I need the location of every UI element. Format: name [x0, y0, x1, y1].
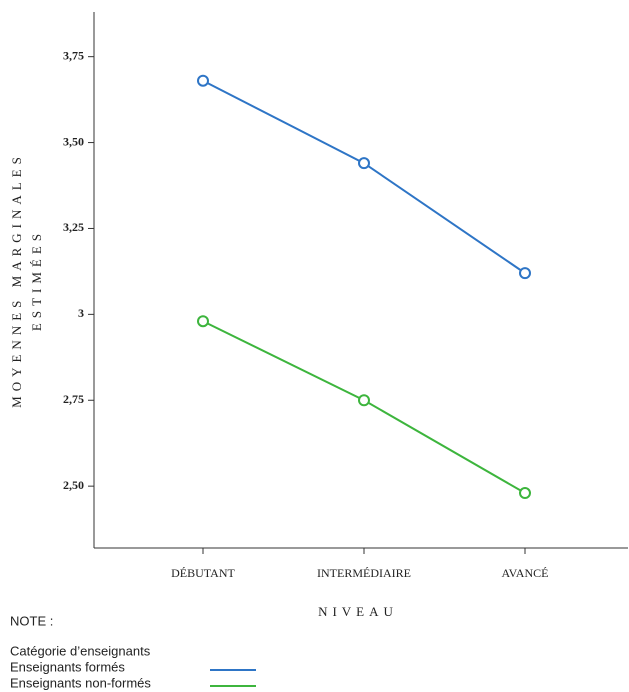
marker [519, 487, 531, 500]
marker [197, 315, 209, 328]
legend-title: Catégorie d’enseignants [10, 643, 151, 658]
note: NOTE : [10, 613, 53, 628]
x-tick-label: AVANCÉ [502, 566, 549, 580]
y-axis-label: MOYENNES MARGINALES [9, 152, 24, 408]
y-tick-label: 3,75 [63, 48, 84, 62]
marker [197, 74, 209, 87]
marker [358, 394, 370, 407]
legend-label: Enseignants non-formés [10, 675, 151, 690]
legend-label: Enseignants formés [10, 659, 125, 674]
marker [519, 267, 531, 280]
y-tick-label: 2,50 [63, 478, 84, 492]
y-tick-label: 3,25 [63, 220, 84, 234]
y-tick-label: 3 [78, 306, 84, 320]
series-line [202, 79, 526, 274]
y-tick-label: 3,50 [63, 134, 84, 148]
series-line [202, 320, 526, 494]
y-tick-label: 2,75 [63, 392, 84, 406]
x-tick-label: DÉBUTANT [171, 566, 235, 580]
x-tick-label: INTERMÉDIAIRE [317, 566, 411, 580]
y-axis-label: ESTIMÉES [29, 229, 44, 331]
marker [358, 157, 370, 170]
x-axis-label: NIVEAU [318, 604, 398, 619]
